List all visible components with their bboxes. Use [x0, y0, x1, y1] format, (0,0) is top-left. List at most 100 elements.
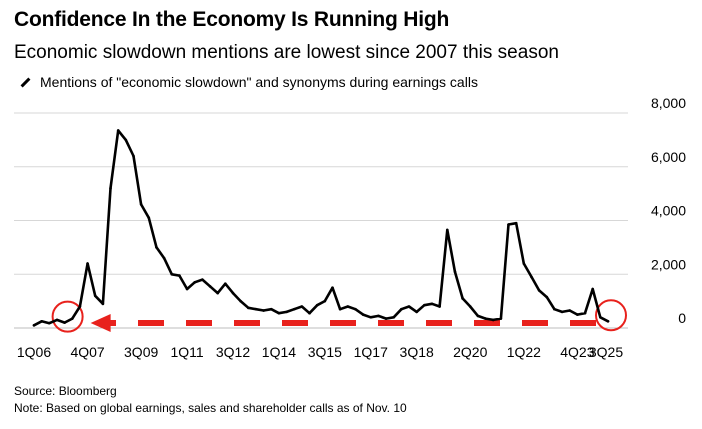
data-point: [162, 256, 166, 260]
data-point: [93, 294, 97, 298]
data-point: [285, 310, 288, 314]
x-tick-label: 3Q09: [124, 344, 158, 360]
y-tick-label: 6,000: [651, 149, 686, 165]
data-point: [315, 303, 319, 307]
data-point: [109, 186, 112, 190]
data-point: [300, 305, 304, 308]
source-note: Source: Bloomberg: [14, 384, 117, 398]
data-point: [354, 307, 357, 311]
data-point: [170, 272, 174, 276]
y-axis-labels: 0 2,000 4,000 6,000 8,000: [651, 95, 686, 326]
data-point: [185, 287, 189, 291]
data-point: [132, 154, 135, 158]
data-point: [438, 305, 441, 308]
data-point: [323, 299, 327, 303]
y-tick-label: 2,000: [651, 256, 686, 272]
x-tick-label: 3Q18: [400, 344, 434, 360]
data-point: [484, 317, 487, 320]
x-axis-labels: 1Q06 4Q07 3Q09 1Q11 3Q12 1Q14 3Q15 1Q17 3Q18 2Q20…: [17, 344, 623, 360]
x-tick-label: 1Q06: [17, 344, 51, 360]
data-point: [430, 302, 434, 306]
data-point: [277, 311, 281, 315]
legend: Mentions of "economic slowdown" and syno…: [18, 74, 478, 90]
data-point: [591, 287, 594, 291]
data-point: [86, 262, 89, 265]
series-group: [32, 129, 610, 327]
footnote: Note: Based on global earnings, sales an…: [14, 401, 407, 415]
annotations: [51, 299, 627, 333]
data-point: [224, 282, 227, 285]
data-point: [246, 306, 250, 310]
data-point: [40, 319, 43, 323]
data-point: [216, 291, 219, 295]
data-point: [377, 314, 380, 318]
data-point: [599, 315, 602, 319]
data-point: [231, 291, 235, 295]
x-tick-label: 1Q14: [262, 344, 296, 360]
gridlines: [14, 112, 628, 329]
y-tick-label: 8,000: [651, 95, 686, 111]
data-point: [239, 299, 242, 303]
data-point: [369, 315, 373, 319]
x-tick-label: 1Q11: [170, 344, 203, 360]
y-tick-label: 4,000: [651, 203, 686, 219]
y-tick-label: 0: [678, 310, 686, 326]
data-point: [553, 307, 556, 311]
data-point: [308, 311, 311, 315]
x-tick-label: 4Q07: [70, 344, 104, 360]
data-point: [147, 216, 151, 220]
data-point: [560, 310, 564, 314]
data-point: [48, 321, 51, 325]
data-point: [346, 305, 350, 308]
data-point: [384, 317, 388, 320]
data-point: [124, 138, 128, 142]
data-point: [292, 307, 296, 311]
data-point: [476, 314, 480, 318]
data-point: [32, 324, 36, 327]
data-point: [101, 302, 105, 306]
chart-subtitle: Economic slowdown mentions are lowest si…: [14, 42, 559, 63]
data-point: [269, 307, 273, 311]
data-point: [568, 309, 572, 312]
x-tick-label: 1Q17: [354, 344, 388, 360]
data-point: [201, 278, 204, 281]
data-point: [262, 309, 265, 312]
x-tick-label: 1Q22: [507, 344, 541, 360]
data-point: [55, 318, 59, 322]
data-point: [78, 305, 82, 308]
data-point: [361, 313, 365, 316]
data-point: [331, 286, 334, 289]
data-point: [530, 275, 533, 279]
data-point: [453, 270, 457, 273]
data-point: [461, 297, 464, 300]
arrow-head-icon: [90, 314, 111, 332]
legend-label: Mentions of "economic slowdown" and syno…: [40, 74, 478, 90]
data-point: [537, 289, 541, 292]
data-point: [63, 321, 66, 324]
x-tick-label: 3Q12: [216, 344, 250, 360]
data-point: [116, 129, 120, 132]
data-point: [468, 305, 472, 308]
data-point: [139, 203, 143, 206]
data-point: [178, 274, 181, 277]
data-point: [400, 307, 403, 311]
data-point: [606, 319, 610, 323]
data-point: [254, 307, 258, 311]
data-point: [576, 313, 579, 316]
data-point: [507, 223, 510, 226]
data-point: [499, 317, 503, 320]
data-point: [155, 246, 158, 249]
data-point: [407, 305, 411, 308]
data-point: [70, 317, 74, 320]
x-tick-label: 2Q20: [453, 344, 487, 360]
highlight-circle: [595, 299, 627, 332]
chart-title: Confidence In the Economy Is Running Hig…: [14, 8, 450, 31]
data-point: [522, 262, 526, 265]
x-tick-label: 3Q15: [308, 344, 342, 360]
x-tick-label: 3Q25: [589, 344, 623, 360]
data-point: [392, 315, 396, 319]
data-point: [545, 295, 549, 299]
data-point: [208, 285, 212, 288]
